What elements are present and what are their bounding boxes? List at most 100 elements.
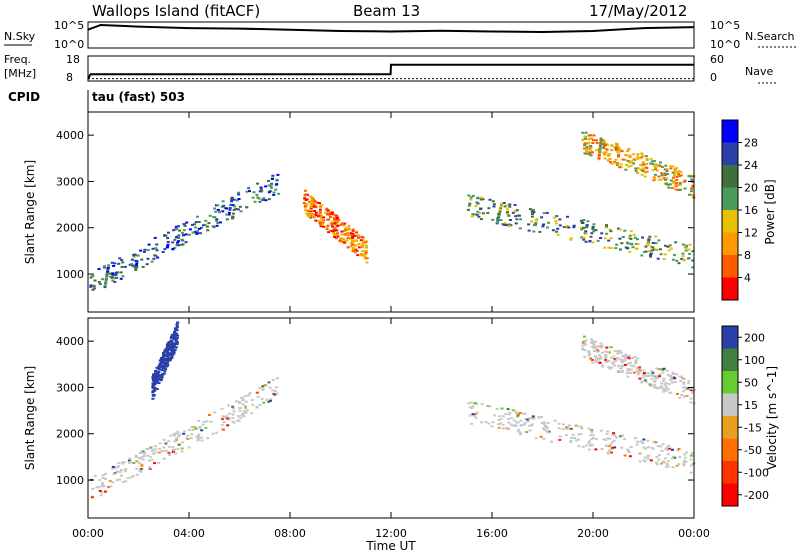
scatter-cell xyxy=(662,372,665,374)
scatter-cell xyxy=(492,200,495,202)
scatter-cell xyxy=(673,377,676,379)
scatter-cell xyxy=(568,425,571,427)
noise-tick-top-right: 10^5 xyxy=(710,19,740,32)
scatter-cell xyxy=(167,440,170,442)
velocity-ylabel: Slant Range [km] xyxy=(23,366,37,470)
scatter-cell xyxy=(488,406,491,408)
scatter-cell xyxy=(529,430,532,432)
scatter-cell xyxy=(259,201,262,203)
scatter-cell xyxy=(171,446,174,448)
scatter-cell xyxy=(626,372,629,374)
scatter-cell xyxy=(141,456,144,458)
scatter-cell xyxy=(161,373,164,375)
scatter-cell xyxy=(173,332,176,334)
scatter-cell xyxy=(598,157,601,159)
scatter-cell xyxy=(647,238,650,240)
scatter-cell xyxy=(585,149,588,151)
scatter-cell xyxy=(559,224,562,226)
scatter-cell xyxy=(685,461,688,463)
scatter-cell xyxy=(624,455,627,457)
colorbar-tick-label: 50 xyxy=(744,376,758,389)
scatter-cell xyxy=(176,431,179,433)
scatter-cell xyxy=(223,421,226,423)
scatter-cell xyxy=(173,449,176,451)
scatter-cell xyxy=(135,264,138,266)
scatter-cell xyxy=(91,488,94,490)
scatter-cell xyxy=(265,399,268,401)
scatter-cell xyxy=(261,199,264,201)
scatter-cell xyxy=(587,351,590,353)
scatter-cell xyxy=(499,209,502,211)
scatter-cell xyxy=(690,455,693,457)
scatter-cell xyxy=(601,448,604,450)
scatter-cell xyxy=(204,220,207,222)
scatter-cell xyxy=(640,381,643,383)
scatter-cell xyxy=(636,172,639,174)
scatter-cell xyxy=(334,228,337,230)
scatter-cell xyxy=(216,225,219,227)
scatter-cell xyxy=(677,463,680,465)
scatter-cell xyxy=(618,166,621,168)
scatter-cell xyxy=(620,242,623,244)
scatter-cell xyxy=(185,241,188,243)
scatter-cell xyxy=(314,220,317,222)
scatter-cell xyxy=(661,174,664,176)
scatter-cell xyxy=(642,370,645,372)
scatter-cell xyxy=(660,172,663,174)
scatter-cell xyxy=(314,200,317,202)
scatter-cell xyxy=(471,413,474,415)
scatter-cell xyxy=(688,244,691,246)
scatter-cell xyxy=(310,200,313,202)
scatter-cell xyxy=(671,449,674,451)
scatter-cell xyxy=(600,430,603,432)
scatter-cell xyxy=(680,394,683,396)
scatter-cell xyxy=(673,254,676,256)
scatter-cell xyxy=(663,177,666,179)
scatter-cell xyxy=(142,266,145,268)
scatter-cell xyxy=(310,206,313,208)
scatter-cell xyxy=(573,437,576,439)
scatter-cell xyxy=(591,142,594,144)
scatter-cell xyxy=(636,444,639,446)
scatter-cell xyxy=(684,246,687,248)
scatter-cell xyxy=(146,263,149,265)
scatter-cell xyxy=(225,208,228,210)
scatter-cell xyxy=(244,406,247,408)
colorbar-tick-label: -15 xyxy=(744,421,762,434)
scatter-cell xyxy=(164,443,167,445)
scatter-cell xyxy=(585,132,588,134)
scatter-cell xyxy=(682,387,685,389)
scatter-cell xyxy=(124,266,127,268)
scatter-cell xyxy=(506,211,509,213)
scatter-cell xyxy=(668,383,671,385)
scatter-cell xyxy=(609,161,612,163)
scatter-cell xyxy=(638,366,641,368)
scatter-cell xyxy=(586,220,589,222)
scatter-cell xyxy=(180,239,183,241)
scatter-cell xyxy=(257,396,260,398)
scatter-cell xyxy=(216,204,219,206)
scatter-cell xyxy=(111,280,114,282)
scatter-cell xyxy=(479,208,482,210)
scatter-cell xyxy=(689,459,692,461)
scatter-cell xyxy=(615,350,618,352)
scatter-cell xyxy=(306,212,309,214)
scatter-cell xyxy=(232,414,235,416)
scatter-cell xyxy=(156,378,159,380)
scatter-cell xyxy=(684,188,687,190)
scatter-cell xyxy=(611,447,614,449)
scatter-cell xyxy=(237,192,240,194)
scatter-cell xyxy=(570,437,573,439)
scatter-cell xyxy=(169,341,172,343)
scatter-cell xyxy=(562,428,565,430)
scatter-cell xyxy=(135,262,138,264)
noise-panel-frame xyxy=(88,22,694,48)
scatter-cell xyxy=(130,461,133,463)
scatter-cell xyxy=(691,452,694,454)
scatter-cell xyxy=(260,187,263,189)
scatter-cell xyxy=(150,446,153,448)
scatter-cell xyxy=(688,253,691,255)
scatter-cell xyxy=(122,275,125,277)
scatter-cell xyxy=(629,162,632,164)
